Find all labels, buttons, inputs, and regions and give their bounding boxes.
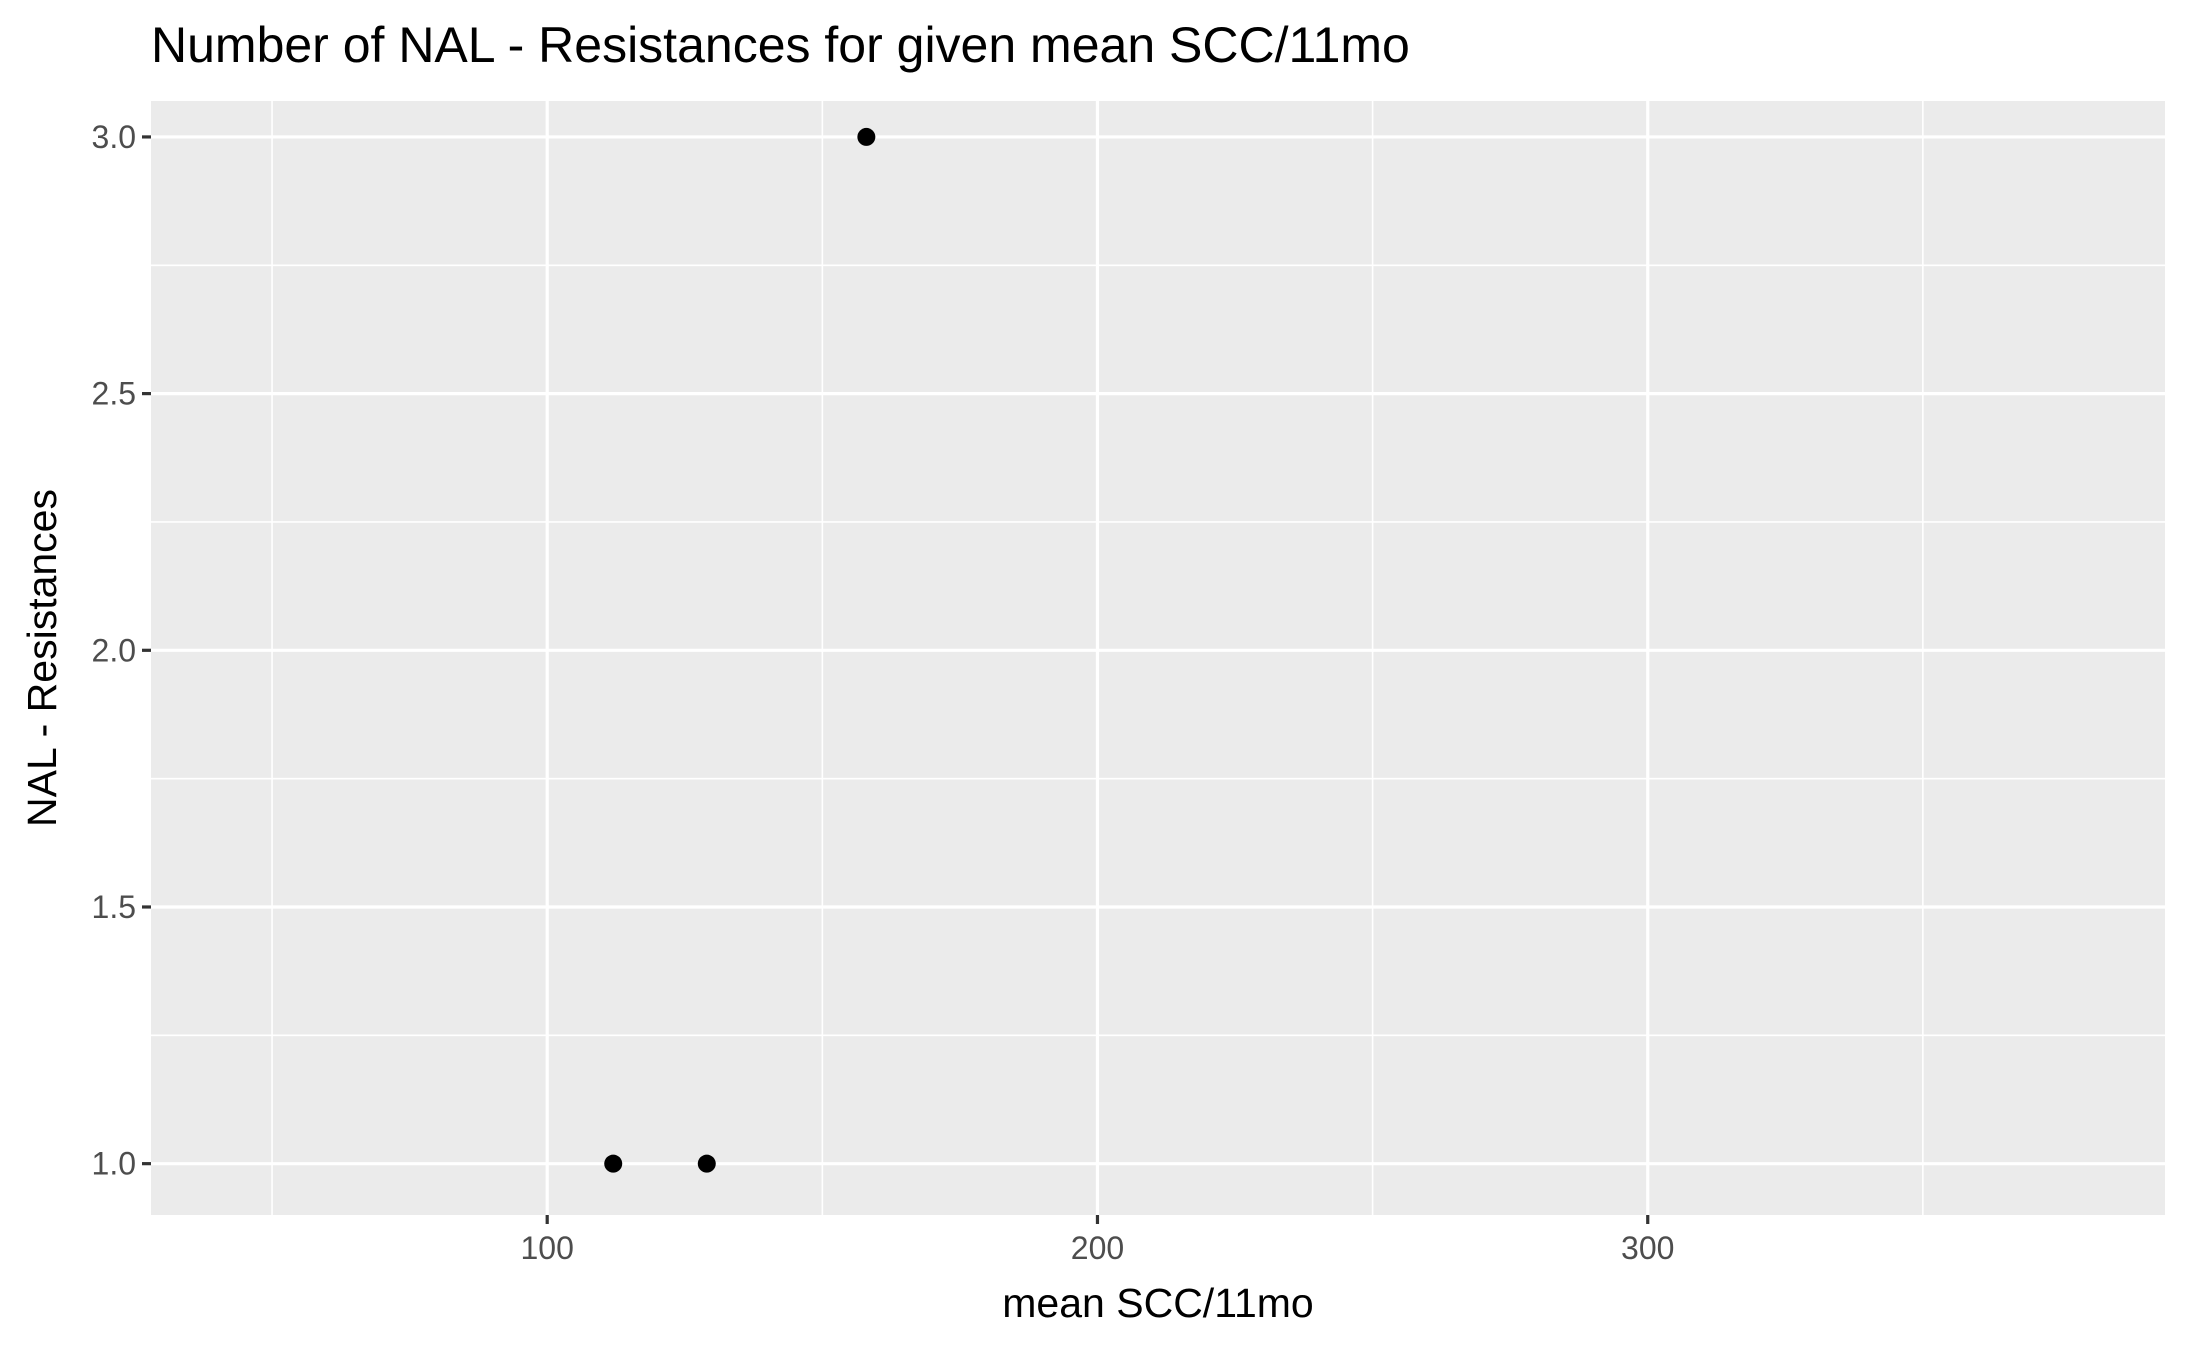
data-points [604, 127, 876, 1173]
y-tick-label: 1.0 [92, 1146, 136, 1182]
minor-gridlines [151, 101, 2165, 1215]
y-tick-label: 2.0 [92, 632, 136, 668]
x-tick-label: 100 [521, 1230, 574, 1266]
y-tick-label: 1.5 [92, 889, 136, 925]
y-tick-label: 3.0 [92, 119, 136, 155]
y-axis-title: NAL - Resistances [19, 489, 65, 827]
x-tick-label: 200 [1071, 1230, 1124, 1266]
x-axis: 100 200 300 [521, 1215, 1674, 1266]
major-gridlines [151, 101, 2165, 1215]
y-tick-label: 2.5 [92, 376, 136, 412]
y-axis: 1.0 1.5 2.0 2.5 3.0 [92, 119, 151, 1182]
data-point [604, 1154, 623, 1173]
data-point [857, 127, 876, 146]
x-axis-title: mean SCC/11mo [1002, 1280, 1313, 1326]
plot-panel [151, 101, 2165, 1215]
chart-title: Number of NAL - Resistances for given me… [151, 17, 1410, 73]
x-tick-label: 300 [1621, 1230, 1674, 1266]
data-point [697, 1154, 716, 1173]
